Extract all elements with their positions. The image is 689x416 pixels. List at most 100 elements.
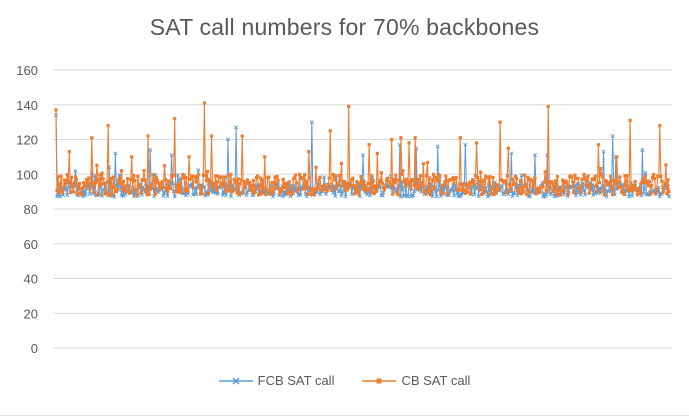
data-point [545,189,549,193]
data-point [203,173,208,177]
data-point [214,174,218,178]
data-point [485,194,490,199]
data-point [162,190,167,195]
data-point [277,186,281,191]
data-point [426,189,431,193]
data-point [612,178,616,183]
data-point [227,173,231,178]
data-point [383,185,388,189]
data-point [208,180,213,184]
data-point [228,188,232,192]
data-point [113,151,118,156]
data-point [526,175,530,179]
data-point [118,181,123,186]
data-point [361,187,365,191]
data-point [155,179,159,183]
data-point [581,177,585,181]
data-point [509,151,514,156]
data-point [461,182,465,186]
y-tick-label: 0 [31,341,38,356]
data-point [295,190,300,194]
data-point [241,191,245,195]
data-point [657,175,661,179]
data-point [509,188,513,193]
data-point [384,178,389,182]
data-point [381,190,386,195]
data-point [593,174,597,178]
data-point [347,104,351,109]
data-point [90,136,94,140]
data-point [643,174,648,178]
y-tick-label: 140 [16,98,38,113]
data-point [316,185,320,190]
data-point [541,185,545,189]
data-point [136,174,140,178]
data-point [175,172,180,177]
data-point [662,185,666,190]
data-point [561,188,566,192]
data-point [621,188,625,193]
data-point [470,178,475,182]
data-point [289,192,293,197]
data-point [336,189,341,194]
data-point [495,183,499,187]
data-point [207,177,212,182]
data-point [243,185,247,189]
data-point [331,172,335,177]
data-point [527,194,532,199]
data-point [109,176,113,181]
data-point [69,175,73,179]
data-point [587,191,591,195]
data-point [322,183,326,187]
data-point [519,179,523,183]
data-point [365,189,369,193]
data-point [176,190,180,194]
data-point [147,192,151,196]
data-point [514,176,519,180]
data-point [309,192,313,196]
data-point [104,191,108,196]
data-point [510,177,515,181]
data-point [346,188,350,192]
data-point [492,192,496,196]
data-point [65,173,69,177]
data-point [253,185,258,189]
data-point [156,181,160,185]
data-point [83,192,88,197]
data-point [524,184,528,189]
data-point [107,193,111,197]
data-point [523,173,527,177]
data-point [641,180,646,184]
data-point [260,191,264,195]
data-point [202,101,206,105]
data-point [463,191,467,195]
data-point [77,181,82,186]
data-point [267,175,271,179]
legend-item-cb[interactable]: CB SAT call [362,373,470,388]
data-point [272,181,276,185]
data-point [259,176,263,180]
data-point [599,172,604,177]
data-point [344,189,348,193]
data-point [389,183,393,187]
data-point [349,192,354,197]
data-point [536,189,540,193]
data-point [382,187,387,192]
data-point [248,188,253,192]
data-point [624,184,628,188]
data-point [631,183,635,187]
data-point [220,181,224,186]
data-point [185,186,189,190]
data-point [571,180,575,184]
data-point [286,185,290,190]
data-point [108,185,112,189]
data-point [123,190,128,194]
data-point [494,191,498,195]
data-point [522,190,526,194]
data-point [533,176,537,180]
data-point [245,190,250,195]
data-point [87,191,92,196]
data-point [572,191,576,195]
legend-item-fcb[interactable]: FCB SAT call [218,373,334,388]
data-point [132,173,136,178]
